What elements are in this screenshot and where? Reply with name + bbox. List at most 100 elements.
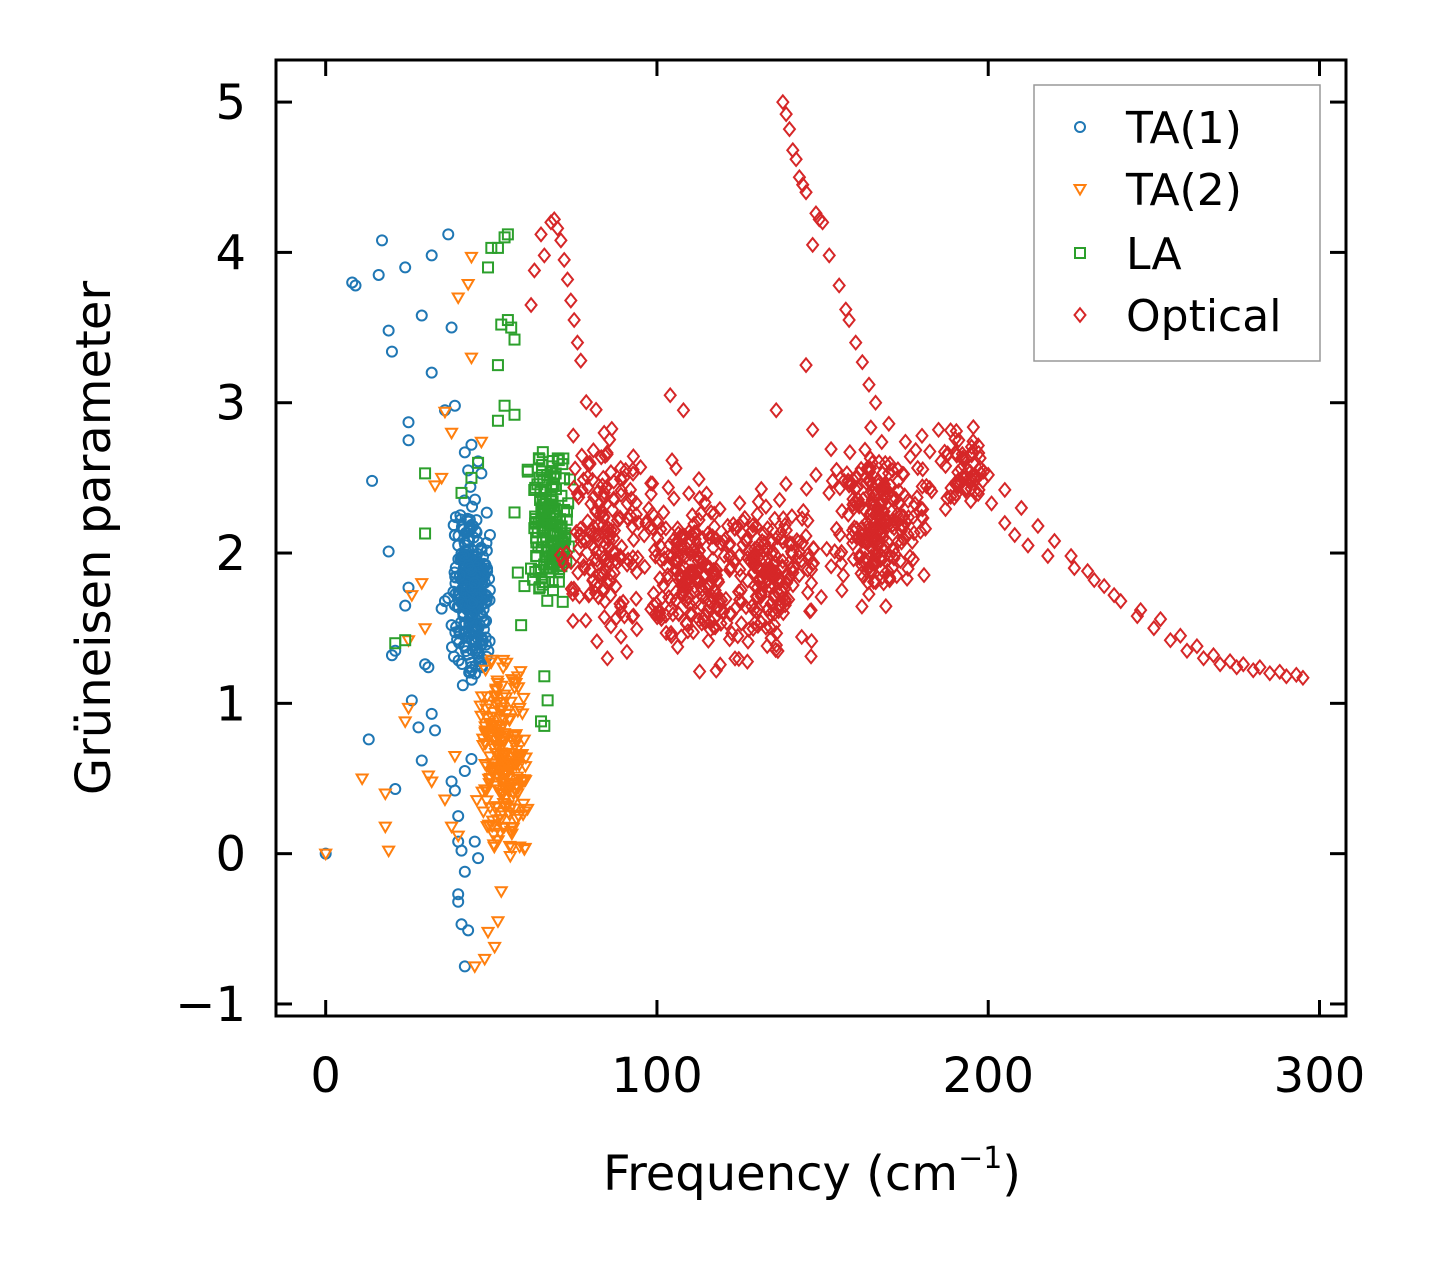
data-point: [824, 557, 838, 575]
data-point: [469, 795, 485, 808]
data-point: [1047, 532, 1062, 550]
data-point: [879, 597, 893, 615]
data-point: [468, 493, 481, 506]
data-point: [865, 484, 880, 502]
data-point: [771, 642, 785, 660]
data-point: [399, 261, 412, 274]
data-point: [659, 520, 673, 537]
data-point: [506, 676, 522, 689]
data-point: [465, 438, 478, 451]
data-point: [389, 637, 402, 650]
data-point: [479, 795, 494, 808]
data-point: [872, 500, 886, 518]
data-point: [656, 576, 671, 594]
data-point: [456, 679, 469, 692]
data-point: [497, 750, 513, 764]
data-point: [779, 105, 793, 123]
data-point: [707, 505, 721, 523]
data-point: [809, 466, 823, 484]
data-point: [819, 540, 834, 558]
data-point: [419, 467, 432, 480]
data-point: [768, 546, 782, 564]
data-point: [527, 262, 542, 279]
data-point: [765, 556, 780, 573]
data-point: [864, 419, 878, 436]
data-point: [570, 485, 585, 503]
data-point: [504, 842, 520, 855]
data-point: [571, 564, 585, 581]
data-point: [465, 752, 478, 765]
data-point: [489, 801, 505, 814]
data-point: [424, 776, 439, 790]
data-point: [472, 456, 485, 469]
data-point: [786, 576, 800, 594]
data-point: [629, 494, 643, 512]
data-point: [458, 446, 471, 459]
data-point: [501, 807, 516, 820]
data-point: [665, 548, 679, 566]
data-point: [633, 458, 648, 476]
data-point: [458, 764, 471, 777]
data-point: [626, 607, 641, 624]
data-point: [875, 516, 890, 533]
data-point: [891, 472, 905, 490]
data-point: [457, 549, 470, 562]
data-point: [702, 575, 717, 593]
data-point: [698, 607, 712, 625]
data-point: [538, 719, 551, 732]
data-point: [452, 810, 465, 823]
data-point: [483, 729, 498, 742]
data-point: [594, 448, 609, 466]
data-point: [653, 551, 668, 568]
data-point: [667, 490, 681, 507]
data-point: [499, 708, 514, 722]
data-point: [699, 559, 714, 576]
legend-item-Optical: Optical: [1073, 291, 1281, 342]
data-point: [670, 638, 685, 656]
data-point: [786, 564, 800, 581]
data-point: [734, 581, 748, 599]
data-point: [414, 578, 429, 591]
data-point: [712, 592, 726, 610]
data-point: [862, 485, 877, 503]
data-point: [402, 434, 415, 447]
data-point: [938, 457, 953, 475]
data-point: [919, 477, 934, 495]
data-point: [776, 93, 790, 111]
data-point: [478, 664, 493, 678]
data-point: [468, 835, 481, 848]
data-point: [448, 529, 461, 542]
data-point: [1296, 669, 1310, 687]
data-point: [438, 595, 451, 608]
data-point: [732, 650, 746, 668]
data-point: [412, 721, 425, 734]
data-point: [906, 508, 920, 526]
data-point: [645, 519, 660, 537]
data-point: [806, 554, 821, 572]
data-point: [922, 479, 937, 497]
data-point: [1107, 586, 1121, 604]
data-point: [378, 788, 393, 802]
data-point: [573, 520, 588, 538]
data-point: [853, 547, 867, 564]
data-point: [943, 488, 958, 506]
data-point: [480, 614, 493, 627]
legend: TA(1) TA(2) LA Optical: [1033, 84, 1321, 362]
data-point: [478, 725, 494, 738]
data-point: [476, 633, 489, 646]
data-point: [729, 599, 743, 616]
data-point: [903, 448, 918, 465]
data-point: [493, 789, 509, 802]
data-point: [795, 176, 810, 194]
data-point: [846, 535, 860, 552]
data-point: [570, 334, 585, 351]
y-tick-label: 5: [215, 75, 246, 131]
data-point: [517, 844, 532, 857]
data-point: [573, 352, 588, 369]
data-point: [779, 475, 793, 493]
data-point: [462, 464, 475, 477]
data-point: [910, 489, 924, 506]
data-point: [469, 667, 482, 680]
data-point: [500, 768, 515, 782]
